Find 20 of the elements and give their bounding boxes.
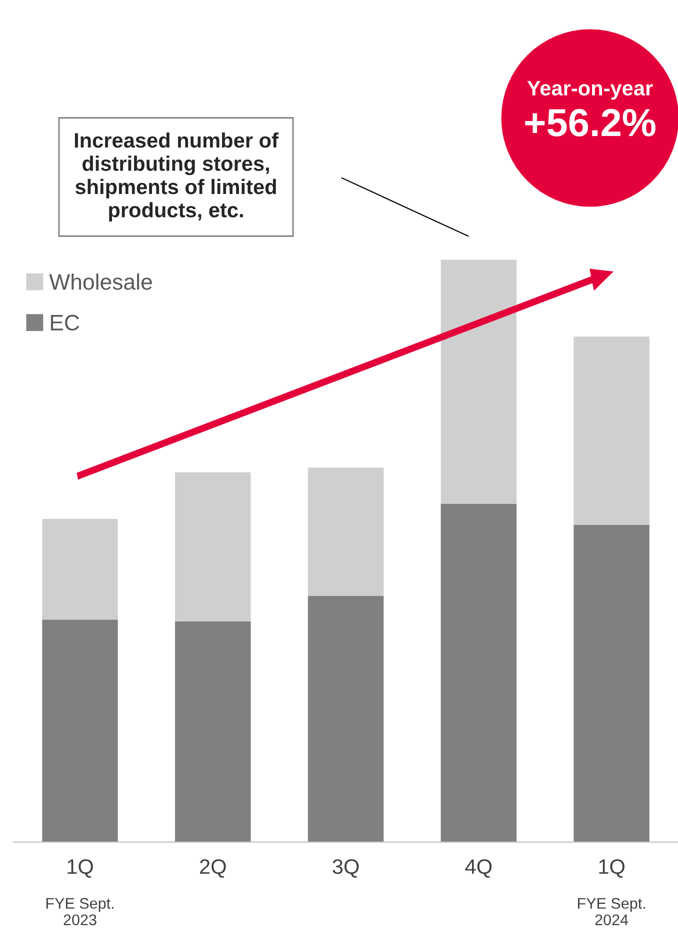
bar [574, 524, 650, 842]
bar [440, 260, 517, 504]
text: Year-on-year [527, 81, 653, 100]
text: +56.2% [525, 108, 656, 136]
text: Increased number of distributing stores, shipments of limited products, etc. [74, 132, 279, 222]
bar [308, 468, 384, 596]
x-tick-label: 4Q [465, 859, 492, 878]
x-tick-label: 2Q [200, 859, 226, 878]
bar [175, 621, 251, 842]
bar [42, 518, 118, 620]
legend-label: EC [50, 314, 80, 331]
category-label: 1Q FYE Sept. 2023 [46, 859, 114, 926]
bar [42, 620, 118, 842]
bar [308, 596, 384, 842]
bar [574, 336, 650, 525]
category-label: 1Q FYE Sept. 2024 [578, 859, 645, 926]
legend-label: Wholesale [49, 273, 152, 290]
x-tick-label: 3Q [332, 859, 359, 878]
bar [175, 472, 251, 622]
bar [440, 504, 517, 842]
